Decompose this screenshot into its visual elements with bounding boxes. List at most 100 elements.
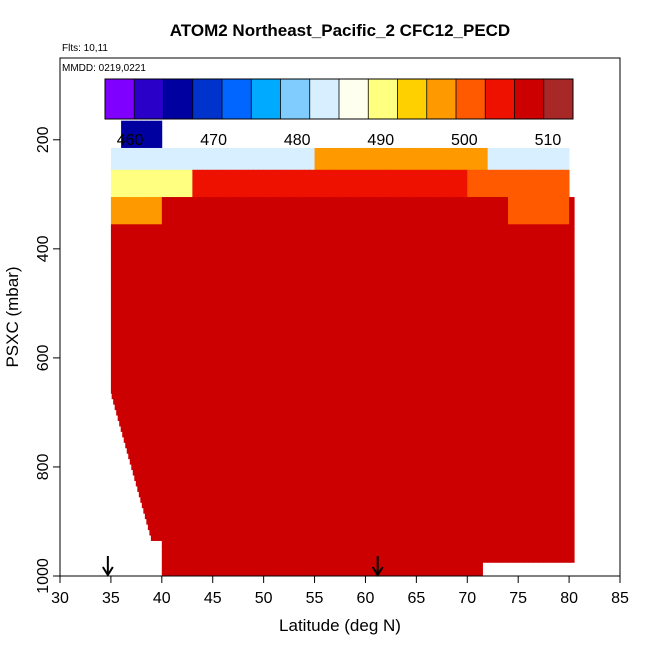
heatmap-cell <box>528 409 535 416</box>
heatmap-cell <box>365 175 371 182</box>
heatmap-cell <box>131 246 137 252</box>
heatmap-cell <box>187 273 193 280</box>
heatmap-cell <box>197 349 203 356</box>
heatmap-cell <box>472 213 478 220</box>
heatmap-cell <box>334 164 341 171</box>
heatmap-cell <box>483 431 490 438</box>
heatmap-cell <box>243 246 249 252</box>
heatmap-cell <box>268 158 275 165</box>
heatmap-cell <box>558 153 565 160</box>
heatmap-cell <box>484 415 490 421</box>
heatmap-cell <box>518 289 524 296</box>
heatmap-cell <box>497 376 504 383</box>
heatmap-cell <box>472 306 478 312</box>
heatmap-cell <box>482 197 489 203</box>
heatmap-cell <box>401 251 407 258</box>
heatmap-cell <box>177 218 183 225</box>
heatmap-cell <box>482 218 489 225</box>
heatmap-cell <box>228 387 234 394</box>
heatmap-cell <box>268 180 275 187</box>
heatmap-cell <box>431 267 438 274</box>
heatmap-cell <box>544 393 550 400</box>
heatmap-cell <box>340 376 346 383</box>
heatmap-cell <box>365 284 371 291</box>
heatmap-cell <box>538 327 545 334</box>
heatmap-cell <box>146 202 153 209</box>
heatmap-cell <box>197 322 203 329</box>
heatmap-cell <box>166 371 173 378</box>
heatmap-cell <box>304 306 310 312</box>
heatmap-cell <box>436 322 443 329</box>
heatmap-cell <box>465 420 471 427</box>
heatmap-cell <box>467 235 473 242</box>
heatmap-cell <box>385 191 392 198</box>
heatmap-cell <box>121 289 127 296</box>
heatmap-cell <box>513 229 519 236</box>
heatmap-cell <box>389 404 396 411</box>
heatmap-cell <box>141 180 147 187</box>
heatmap-cell <box>396 229 402 236</box>
heatmap-cell <box>126 164 132 171</box>
heatmap-cell <box>192 344 198 351</box>
heatmap-cell <box>381 431 388 438</box>
heatmap-cell <box>364 442 371 449</box>
heatmap-cell <box>217 197 224 203</box>
heatmap-cell <box>196 442 203 449</box>
heatmap-cell <box>543 267 550 274</box>
heatmap-cell <box>116 224 122 231</box>
heatmap-cell <box>446 387 453 394</box>
heatmap-cell <box>337 398 343 405</box>
heatmap-cell <box>431 360 438 367</box>
heatmap-cell <box>207 311 214 318</box>
heatmap-cell <box>297 420 303 427</box>
heatmap-cell <box>492 191 499 198</box>
heatmap-cell <box>289 300 295 307</box>
heatmap-cell <box>273 311 280 318</box>
heatmap-cell <box>146 213 153 220</box>
heatmap-cell <box>255 398 262 405</box>
heatmap-cell <box>206 442 213 449</box>
heatmap-cell <box>116 322 122 329</box>
heatmap-cell <box>355 153 361 160</box>
heatmap-cell <box>543 164 550 171</box>
heatmap-cell <box>319 158 326 165</box>
heatmap-cell <box>505 398 511 405</box>
heatmap-cell <box>212 306 219 312</box>
heatmap-cell <box>162 393 169 400</box>
heatmap-cell <box>497 355 504 362</box>
heatmap-cell <box>513 153 519 160</box>
heatmap-cell <box>492 322 499 329</box>
heatmap-cell <box>553 251 560 258</box>
heatmap-cell <box>441 218 448 225</box>
heatmap-cell <box>345 349 351 356</box>
heatmap-cell <box>212 295 219 302</box>
heatmap-cell <box>258 300 265 307</box>
heatmap-cell <box>385 273 392 280</box>
heatmap-cell <box>426 213 433 220</box>
heatmap-cell <box>421 387 427 394</box>
heatmap-cell <box>264 393 270 400</box>
heatmap-cell <box>528 164 534 171</box>
heatmap-cell <box>202 371 209 378</box>
heatmap-cell <box>203 393 209 400</box>
heatmap-cell <box>233 306 239 312</box>
heatmap-cell <box>406 186 412 192</box>
heatmap-cell <box>253 207 259 214</box>
heatmap-cell <box>319 317 326 323</box>
heatmap-cell <box>258 387 265 394</box>
heatmap-cell <box>497 322 504 329</box>
heatmap-cell <box>110 300 117 307</box>
heatmap-cell <box>231 420 237 427</box>
heatmap-cell <box>217 376 224 383</box>
heatmap-cell <box>379 442 386 449</box>
heatmap-cell <box>202 284 209 291</box>
heatmap-cell <box>487 180 494 187</box>
heatmap-cell <box>502 349 509 356</box>
heatmap-cell <box>385 229 392 236</box>
heatmap-cell <box>164 398 170 405</box>
heatmap-cell <box>492 338 499 345</box>
heatmap-cell <box>426 153 433 160</box>
heatmap-cell <box>345 322 351 329</box>
heatmap-cell <box>472 267 478 274</box>
heatmap-cell <box>171 426 178 432</box>
